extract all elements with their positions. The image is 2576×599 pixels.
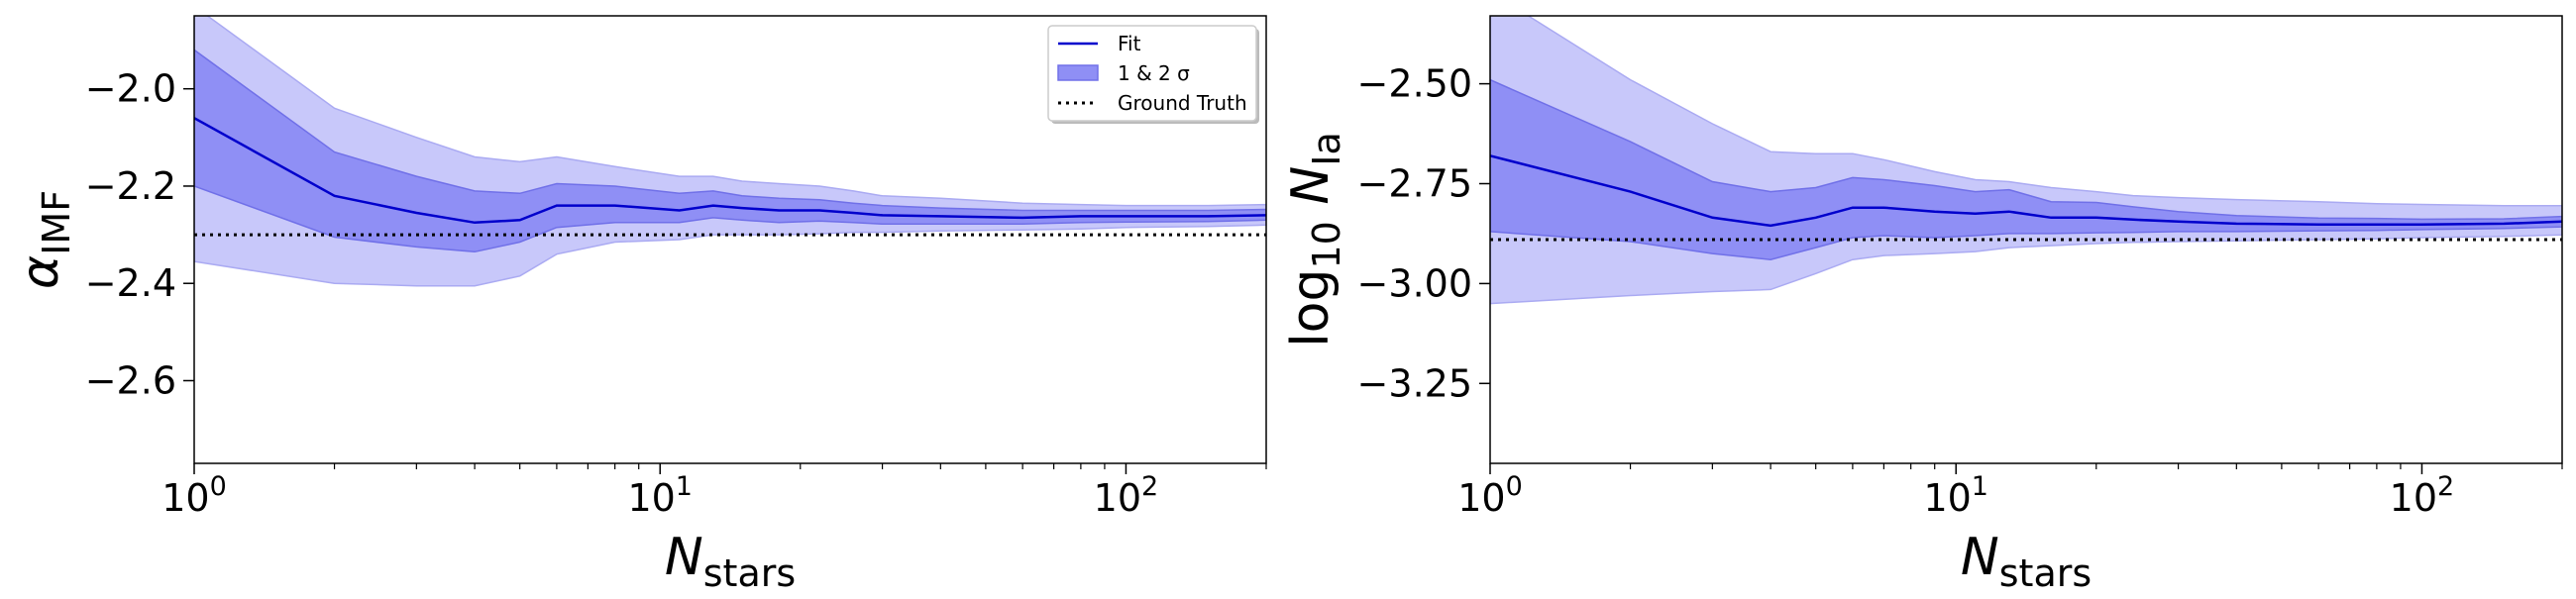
y-tick-label: −2.2 [85,164,176,208]
y-tick-label: −3.00 [1357,261,1472,305]
legend: Fit 1 & 2 σ Ground Truth [1048,26,1259,124]
x-tick-label: 101 [627,471,693,520]
y-tick-label: −2.50 [1357,62,1472,106]
x-tick-label: 100 [161,471,227,520]
y-tick-label: −3.25 [1357,361,1472,405]
legend-handle-band [1058,65,1098,80]
x-axis-label: Nstars [1961,528,2092,594]
x-tick-label: 100 [1457,471,1523,520]
y-tick-label: −2.75 [1357,162,1472,206]
y-tick-label: −2.0 [85,67,176,111]
x-tick-label: 101 [1923,471,1988,520]
legend-label: Ground Truth [1118,91,1247,115]
plot-area-2 [1490,0,2562,304]
panel-1: 100 101 102 −2.0 −2.2 −2.4 −2.6 Nstars αIMF Fit 1 … [11,6,1266,594]
legend-label: 1 & 2 σ [1118,61,1190,85]
y-tick-label: −2.4 [85,261,176,305]
panel-2: 100 101 102 −2.50 −2.75 −3.00 −3.25 Nstars log10… [1281,0,2562,594]
legend-label: Fit [1118,32,1141,55]
y-axis-label: log10 NIa [1281,132,1348,348]
x-tick-label: 102 [1094,471,1159,520]
x-tick-label: 102 [2390,471,2455,520]
x-axis-label: Nstars [665,528,796,594]
y-tick-label: −2.6 [85,358,176,402]
y-axis-label: αIMF [11,190,78,289]
